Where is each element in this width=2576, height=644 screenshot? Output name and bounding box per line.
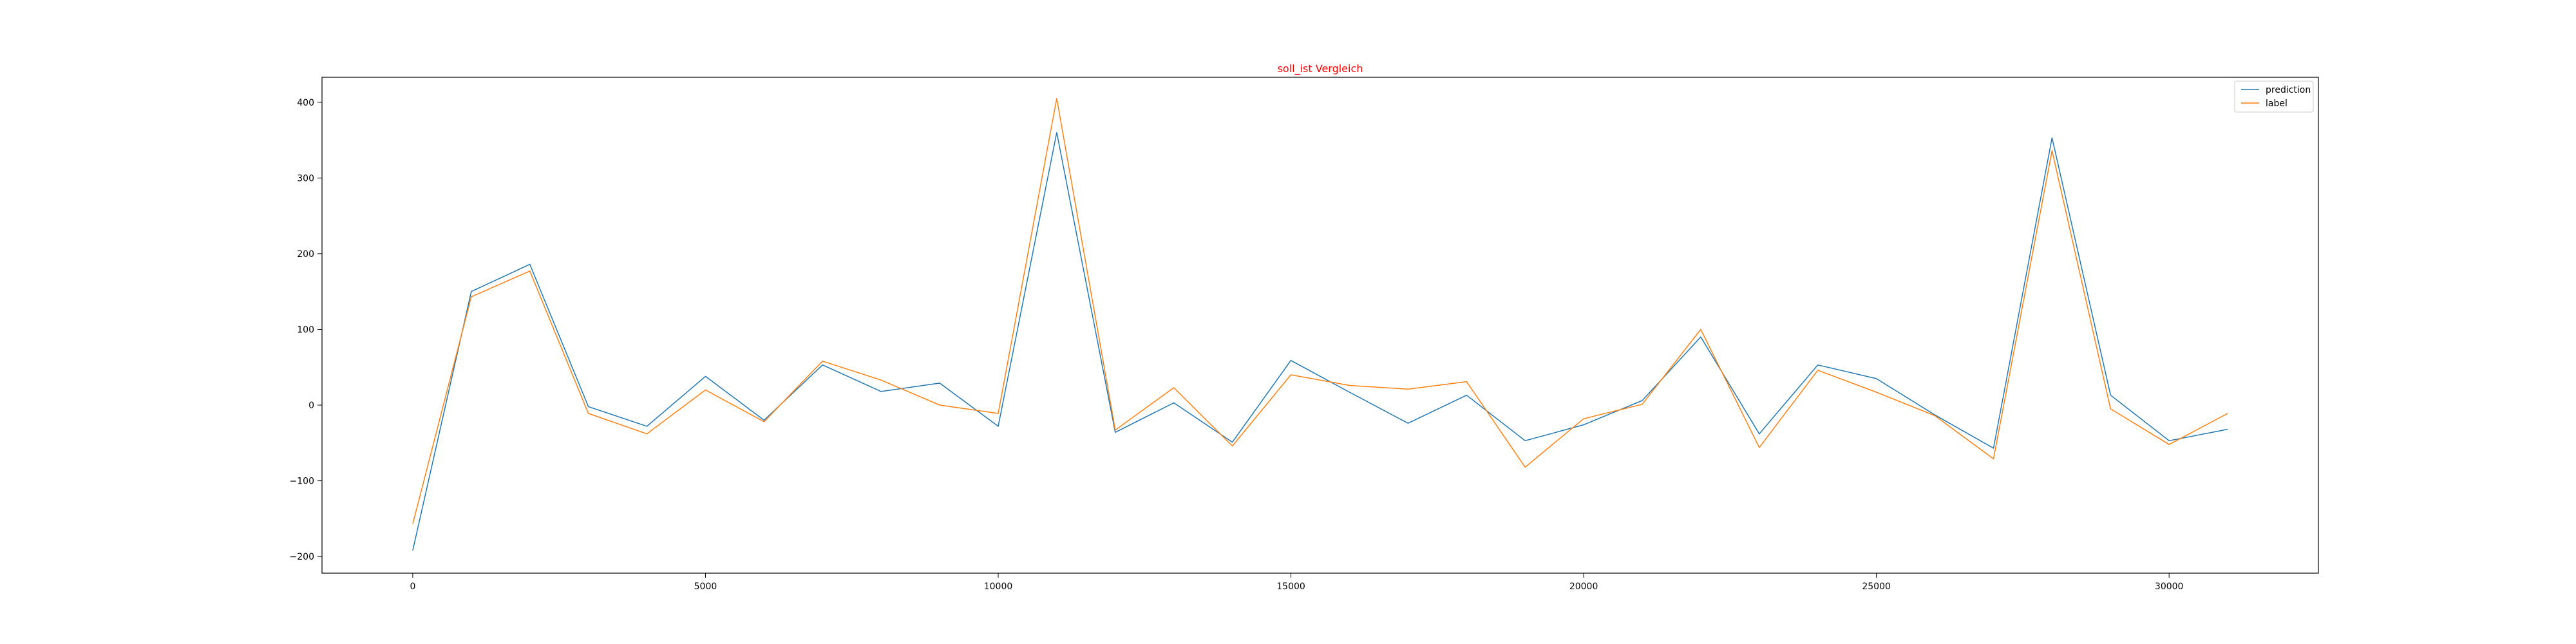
legend-label-label: label: [2266, 99, 2287, 109]
legend-label-prediction: prediction: [2266, 85, 2311, 95]
x-axis: 0 5000 10000 15000 20000 25000 30000: [410, 573, 2183, 592]
series-line-label: [412, 98, 2228, 524]
axes-frame: [321, 77, 2319, 574]
x-tick-label: 20000: [1569, 582, 1598, 592]
x-tick-label: 5000: [694, 582, 717, 592]
y-tick-label: −200: [290, 552, 314, 562]
y-tick-label: 400: [297, 98, 314, 108]
y-tick-label: 200: [297, 249, 314, 260]
chart-title: soll_ist Vergleich: [1278, 62, 1363, 75]
y-tick-label: 0: [308, 401, 314, 411]
x-tick-label: 0: [410, 582, 415, 592]
y-tick-label: 100: [297, 325, 314, 335]
y-tick-label: 300: [297, 173, 314, 184]
x-tick-label: 10000: [984, 582, 1013, 592]
x-tick-label: 30000: [2155, 582, 2184, 592]
x-tick-label: 15000: [1276, 582, 1305, 592]
y-axis: −200 −100 0 100 200 300 400: [290, 98, 322, 562]
series-layer: [412, 98, 2228, 551]
plot-area: [321, 77, 2319, 574]
legend-frame: [2234, 80, 2314, 113]
legend: prediction label: [2234, 80, 2314, 113]
x-tick-label: 25000: [1862, 582, 1891, 592]
series-line-prediction: [412, 132, 2228, 551]
y-tick-label: −100: [290, 477, 314, 487]
